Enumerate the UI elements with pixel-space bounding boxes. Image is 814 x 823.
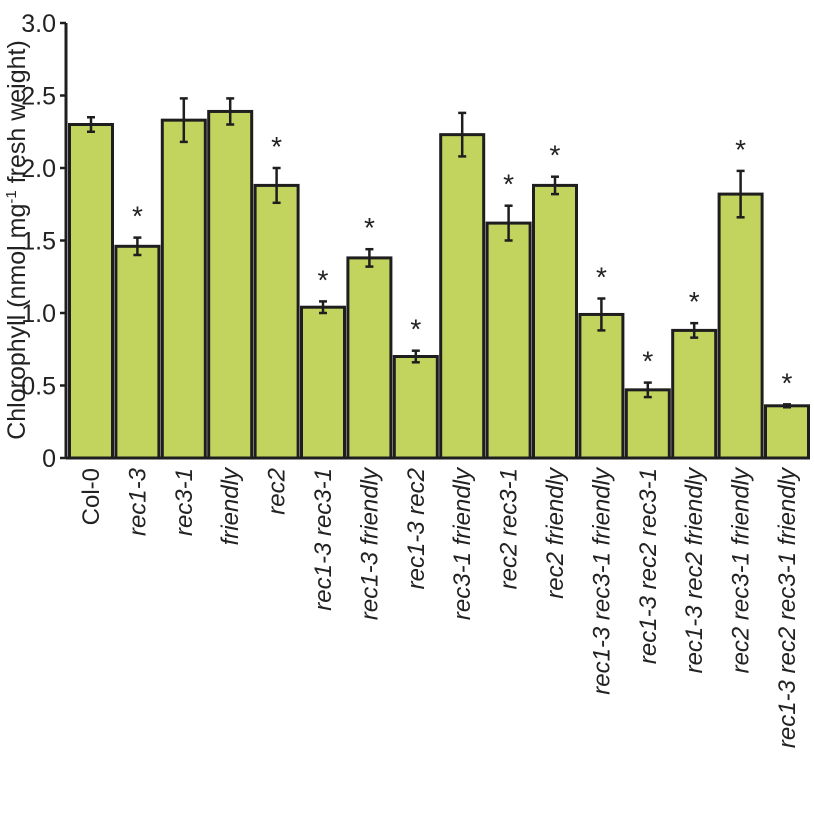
bar bbox=[160, 118, 207, 460]
bar bbox=[392, 355, 439, 460]
bar bbox=[671, 328, 718, 460]
error-bar bbox=[179, 97, 188, 144]
x-tick-label: rec2 rec3-1 bbox=[496, 468, 523, 589]
bar bbox=[253, 183, 300, 460]
y-axis-label: Chlorophyll (nmol mg-1 fresh weight) bbox=[3, 40, 31, 440]
x-tick-label: rec3-1 friendly bbox=[449, 466, 476, 620]
significance-asterisk: * bbox=[550, 140, 561, 171]
significance-asterisk: * bbox=[782, 367, 793, 398]
bars: * * * * * * * * * * * * bbox=[68, 97, 810, 460]
x-tick-label: rec1-3 rec2 bbox=[403, 468, 430, 589]
significance-asterisk: * bbox=[132, 201, 143, 232]
significance-asterisk: * bbox=[596, 262, 607, 293]
significance-asterisk: * bbox=[318, 264, 329, 295]
significance-asterisk: * bbox=[271, 131, 282, 162]
y-tick-label: 1.5 bbox=[21, 228, 56, 256]
bar bbox=[717, 192, 764, 460]
x-tick-label: rec2 friendly bbox=[542, 466, 569, 599]
significance-asterisk: * bbox=[642, 346, 653, 377]
error-bar bbox=[272, 166, 281, 205]
y-tick-label: 2.0 bbox=[21, 155, 56, 183]
error-bar bbox=[133, 236, 142, 257]
x-tick-label: rec1-3 bbox=[124, 467, 151, 536]
error-bar bbox=[643, 381, 652, 399]
significance-asterisk: * bbox=[503, 169, 514, 200]
x-tick-label: rec1-3 rec2 friendly bbox=[681, 466, 708, 673]
bar bbox=[68, 123, 114, 460]
bar bbox=[532, 183, 578, 460]
x-tick-label: rec2 rec3-1 friendly bbox=[728, 466, 755, 673]
x-tick-label: rec1-3 rec3-1 bbox=[310, 468, 337, 611]
bar bbox=[764, 404, 810, 460]
error-bar bbox=[87, 116, 95, 133]
error-bar bbox=[458, 111, 467, 158]
x-tick-label: Col-0 bbox=[78, 468, 105, 525]
bar bbox=[485, 221, 532, 460]
y-tick-label: 0 bbox=[42, 445, 56, 473]
x-tick-label: rec2 bbox=[264, 468, 291, 515]
y-tick-label: 3.0 bbox=[21, 10, 56, 38]
significance-asterisk: * bbox=[735, 134, 746, 165]
significance-asterisk: * bbox=[410, 314, 421, 345]
x-tick-label: rec1-3 rec2 rec3-1 bbox=[635, 468, 662, 664]
bar bbox=[114, 244, 161, 460]
error-bar bbox=[226, 97, 235, 126]
bar bbox=[300, 305, 346, 460]
bar bbox=[624, 388, 671, 460]
error-bar bbox=[690, 321, 699, 339]
x-tick-label: rec1-3 friendly bbox=[356, 466, 383, 620]
x-tick-label: rec3-1 bbox=[171, 468, 198, 536]
y-tick-label: 2.5 bbox=[21, 83, 56, 111]
significance-asterisk: * bbox=[364, 212, 375, 243]
bar bbox=[439, 133, 486, 460]
y-tick-label: 0.5 bbox=[21, 373, 56, 401]
x-tick-label: rec1-3 rec3-1 friendly bbox=[588, 466, 615, 695]
error-bar bbox=[504, 204, 513, 242]
error-bar bbox=[783, 403, 791, 409]
x-tick-label: rec1-3 rec2 rec3-1 friendly bbox=[774, 466, 801, 748]
error-bar bbox=[736, 169, 745, 219]
y-tick-label: 1.0 bbox=[21, 300, 56, 328]
error-bar bbox=[597, 297, 606, 332]
error-bar bbox=[551, 175, 559, 196]
bar bbox=[207, 109, 254, 460]
x-tick-labels: Col-0 rec1-3 rec3-1 friendly rec2 rec1-3 rec3… bbox=[78, 466, 801, 748]
significance-asterisk: * bbox=[689, 286, 700, 317]
error-bar bbox=[319, 300, 327, 315]
bar bbox=[346, 256, 393, 460]
bar bbox=[578, 312, 625, 460]
error-bar bbox=[411, 349, 420, 364]
error-bar bbox=[365, 247, 374, 268]
x-tick-label: friendly bbox=[217, 466, 244, 545]
